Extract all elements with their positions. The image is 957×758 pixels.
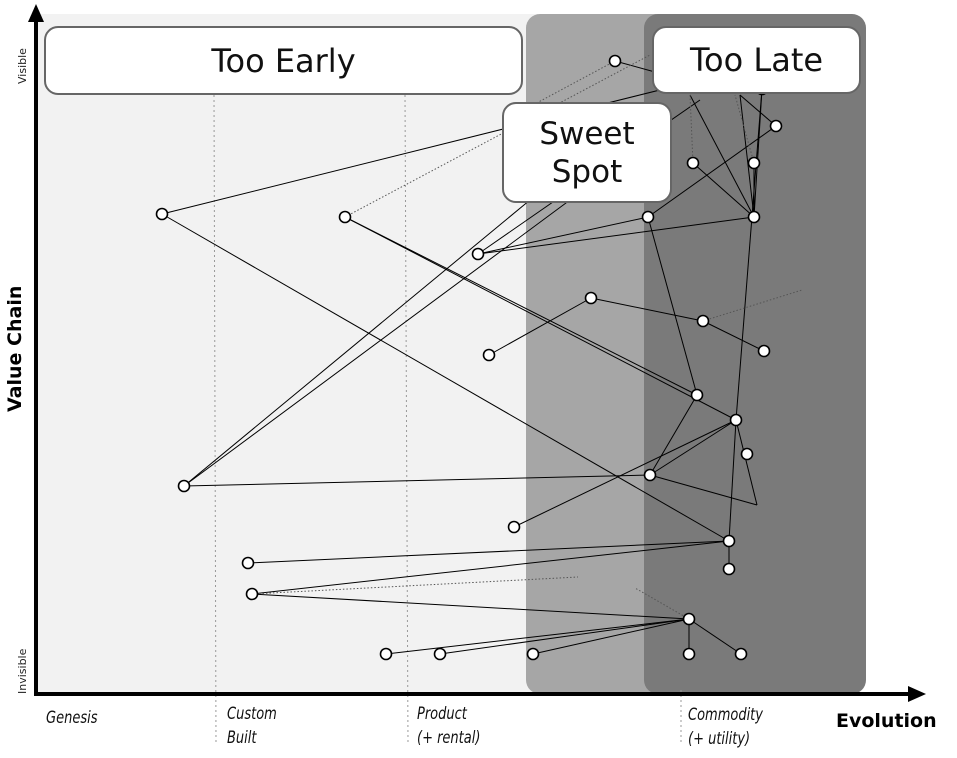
- component-node: [526, 647, 540, 661]
- y-axis-arrow: [28, 4, 44, 22]
- too-late-text: Too Late: [689, 41, 824, 79]
- dependency-link: [735, 419, 758, 506]
- component-node: [686, 156, 700, 170]
- component-node: [757, 344, 771, 358]
- too-early-label: Too Early: [44, 26, 523, 95]
- component-node: [740, 447, 754, 461]
- stage-custom-line2: Built: [227, 728, 257, 748]
- component-node: [682, 612, 696, 626]
- component-node: [722, 534, 736, 548]
- dependency-link: [344, 216, 737, 421]
- dependency-link: [647, 216, 698, 396]
- stage-custom-line1: Custom: [227, 704, 277, 724]
- dependency-link: [614, 60, 656, 73]
- stage-dividers: [213, 94, 682, 746]
- sweet-spot-text-1: Sweet: [539, 115, 635, 152]
- dependency-link: [532, 618, 690, 655]
- x-axis-title: Evolution: [836, 710, 937, 732]
- dependency-link: [735, 88, 763, 421]
- dependency-link: [477, 216, 755, 255]
- nodes: [155, 54, 783, 661]
- dependency-link: [477, 216, 649, 255]
- custom-divider: [213, 94, 217, 746]
- dependency-link: [649, 394, 698, 476]
- dependency-link: [728, 419, 737, 542]
- component-node: [245, 587, 259, 601]
- dependency-link: [739, 94, 777, 127]
- dependency-link: [513, 419, 737, 528]
- too-late-label: Too Late: [652, 26, 861, 94]
- component-node: [507, 520, 521, 534]
- too-early-region: [38, 14, 538, 694]
- stage-product-line1: Product: [417, 704, 467, 724]
- component-node: [177, 479, 191, 493]
- dependency-link: [689, 94, 755, 218]
- component-node: [722, 562, 736, 576]
- dependency-link: [649, 419, 737, 476]
- dependency-link: [488, 297, 592, 356]
- component-node: [471, 247, 485, 261]
- component-node: [433, 647, 447, 661]
- dependency-link: [385, 618, 690, 655]
- y-axis-title: Value Chain: [4, 285, 26, 412]
- dependency-link: [183, 199, 531, 487]
- dependency-link: [649, 474, 758, 506]
- component-node: [584, 291, 598, 305]
- component-node: [482, 348, 496, 362]
- stage-commodity: Commodity (+ utility): [688, 703, 763, 751]
- component-node: [747, 210, 761, 224]
- component-node: [379, 647, 393, 661]
- component-node: [608, 54, 622, 68]
- dotted-link: [734, 94, 755, 164]
- dependency-link: [439, 618, 690, 655]
- stage-custom-built: Custom Built: [227, 702, 277, 750]
- component-node: [338, 210, 352, 224]
- stage-commodity-line1: Commodity: [688, 705, 763, 725]
- dotted-link: [344, 54, 651, 218]
- component-node: [682, 647, 696, 661]
- component-node: [641, 210, 655, 224]
- dependency-link: [702, 320, 765, 352]
- component-node: [729, 413, 743, 427]
- component-node: [241, 556, 255, 570]
- dependency-link: [344, 216, 698, 396]
- component-node: [155, 207, 169, 221]
- x-axis-arrow: [908, 686, 926, 702]
- component-node: [643, 468, 657, 482]
- dependency-link: [251, 540, 730, 595]
- component-node: [769, 119, 783, 133]
- stage-product: Product (+ rental): [417, 702, 480, 750]
- dependency-link: [739, 94, 755, 218]
- stage-genesis-line1: Genesis: [46, 708, 98, 728]
- dependency-link: [161, 213, 730, 542]
- stage-genesis: Genesis: [46, 706, 97, 730]
- dependency-link: [647, 125, 777, 218]
- product-divider: [404, 94, 409, 746]
- sweet-spot-text-2: Spot: [551, 153, 623, 190]
- component-node: [696, 314, 710, 328]
- dependency-link: [688, 618, 742, 655]
- edges: [161, 54, 803, 655]
- dotted-link: [689, 94, 694, 164]
- invisible-label: Invisible: [16, 648, 29, 694]
- component-node: [747, 156, 761, 170]
- dependency-link: [247, 540, 730, 564]
- too-early-text: Too Early: [211, 41, 356, 80]
- dependency-link: [183, 474, 651, 487]
- stage-product-line2: (+ rental): [417, 728, 481, 748]
- dependency-link: [590, 297, 704, 322]
- component-node: [690, 388, 704, 402]
- sweet-spot-label: Sweet Spot: [502, 102, 672, 203]
- dependency-link: [251, 593, 690, 620]
- dependency-link: [692, 162, 755, 218]
- stage-commodity-line2: (+ utility): [688, 729, 751, 749]
- dependency-link: [183, 199, 571, 487]
- visible-label: Visible: [16, 48, 29, 84]
- component-node: [734, 647, 748, 661]
